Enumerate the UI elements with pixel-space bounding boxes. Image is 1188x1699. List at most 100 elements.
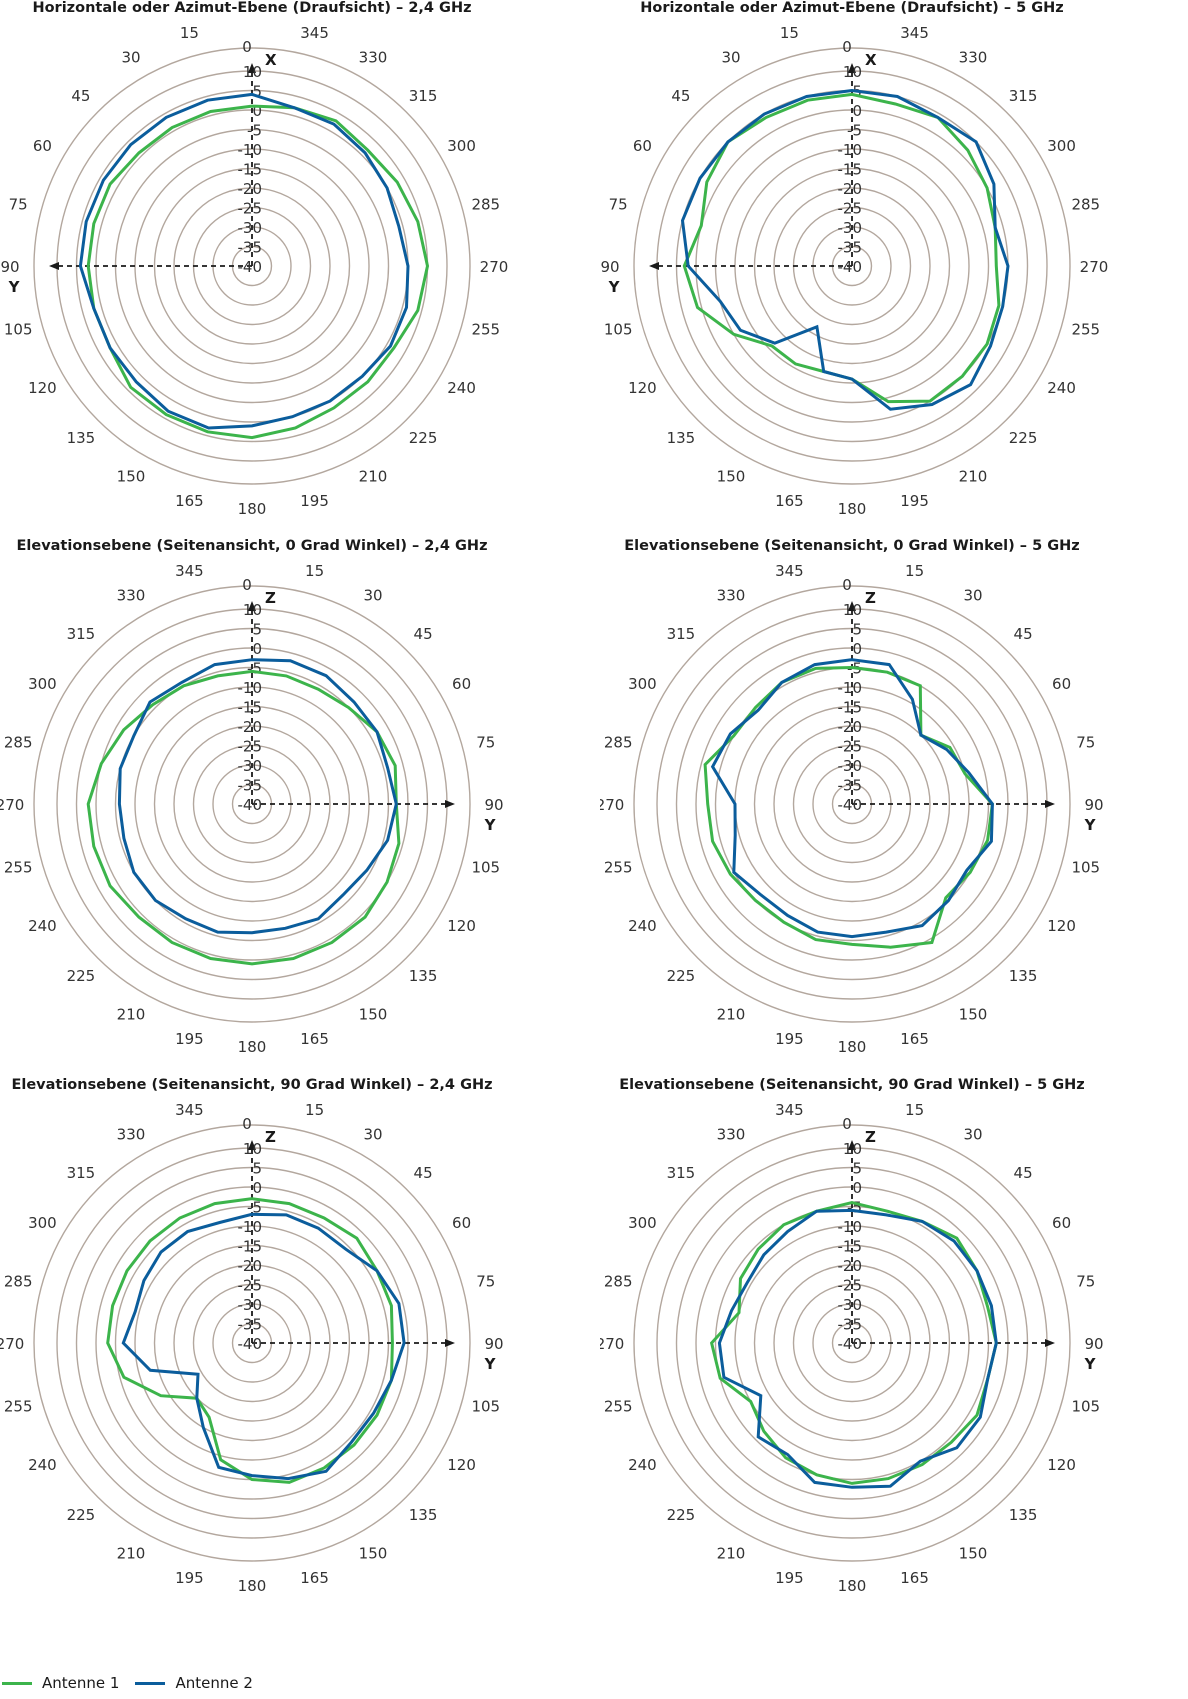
radial-tick-label: 10 [243,601,262,619]
radial-tick-label: -25 [238,1277,263,1295]
chart-title: Elevationsebene (Seitenansicht, 90 Grad … [619,1077,1085,1093]
axis-label-side: Y [484,1355,497,1373]
angle-label: 330 [717,586,746,604]
angle-label: 90 [484,796,503,814]
series-antenne-2 [78,92,410,430]
radial-tick-label: 0 [252,640,262,658]
angle-label: 105 [1071,1398,1100,1416]
angle-label: 195 [175,1569,204,1587]
chart-title: Elevationsebene (Seitenansicht, 0 Grad W… [16,538,488,554]
angle-label: 270 [600,796,624,814]
angle-label: 210 [959,468,988,486]
angle-label: 105 [1071,859,1100,877]
angle-label: 195 [775,1569,804,1587]
angle-label: 135 [1009,967,1038,985]
angle-label: 270 [600,1335,624,1353]
radial-tick-label: -5 [247,1199,262,1217]
angle-label: 240 [28,917,57,935]
angle-label: 315 [1009,87,1038,105]
angle-label: 60 [33,137,52,155]
angle-label: 345 [900,24,929,42]
angle-label: 15 [780,24,799,42]
angle-label: 300 [628,1214,657,1232]
angle-label: 225 [67,967,96,985]
angle-label: 165 [900,1569,929,1587]
radial-tick-label: 5 [252,83,262,101]
radial-tick-label: 5 [852,621,862,639]
radial-tick-label: -15 [838,699,863,717]
angle-label: 210 [717,1006,746,1024]
angle-label: 105 [604,321,633,339]
axis-label-side: Y [608,278,621,296]
grid-ring [773,725,931,883]
radial-tick-label: -35 [238,777,263,795]
angle-label: 345 [175,562,204,580]
angle-label: 0 [242,576,252,594]
angle-label: 300 [28,675,57,693]
angle-label: 285 [4,733,33,751]
angle-label: 15 [305,562,324,580]
angle-label: 30 [363,586,382,604]
polar-chart: ZY1050-5-10-15-20-25-30-35-4001530456075… [0,562,504,1056]
axis-label-side: Y [484,816,497,834]
angle-label: 225 [1009,429,1038,447]
angle-label: 225 [67,1506,96,1524]
angle-label: 45 [671,87,690,105]
angle-label: 165 [175,492,204,510]
angle-label: 240 [628,1456,657,1474]
axis-up-arrow [848,63,856,73]
radial-tick-label: -30 [238,1296,263,1314]
angle-label: 150 [359,1545,388,1563]
angle-label: 345 [175,1101,204,1119]
angle-label: 120 [628,379,657,397]
axis-up-arrow [248,1140,256,1150]
angle-label: 345 [775,562,804,580]
angle-label: 315 [667,1164,696,1182]
radial-tick-label: -40 [838,1335,863,1353]
radial-tick-label: -30 [838,219,863,237]
angle-label: 210 [717,1545,746,1563]
polar-chart: X Y 105 0 -5-10 -15-20 -25-30 -35-40 0 15 30 45 60 75… [600,24,1108,518]
radial-tick-label: -20 [238,718,263,736]
angle-label: 285 [1071,195,1100,213]
angle-label: 150 [959,1006,988,1024]
angle-label: 240 [628,917,657,935]
angle-label: 105 [471,1398,500,1416]
angle-label: 345 [775,1101,804,1119]
angle-label: 210 [359,468,388,486]
polar-chart-panel: Elevationsebene (Seitenansicht, 90 Grad … [600,1077,1188,1637]
axis-up-arrow [248,63,256,73]
axis-label-side: Y [1084,1355,1097,1373]
angle-label: 60 [452,1214,471,1232]
polar-chart-panel: Horizontale oder Azimut-Ebene (Draufsich… [600,0,1188,560]
angle-label: 15 [905,562,924,580]
angle-label: 210 [117,1006,146,1024]
radial-tick-label: -10 [838,1218,863,1236]
grid-ring-outer [33,585,471,1023]
angle-label: 285 [4,1272,33,1290]
angle-label: 60 [633,137,652,155]
angle-label: 45 [414,625,433,643]
angle-label: 300 [1047,137,1076,155]
radial-tick-label: -40 [238,258,263,276]
radial-tick-label: -15 [238,699,263,717]
radial-tick-label: -5 [847,122,862,140]
angle-label: 15 [905,1101,924,1119]
angle-label: 300 [447,137,476,155]
radial-tick-label: -35 [238,1316,263,1334]
angle-label: 135 [667,429,696,447]
radial-tick-label: 10 [843,63,862,81]
angle-label: 270 [0,796,24,814]
radial-tick-label: -15 [838,1238,863,1256]
radial-tick-label: -40 [838,796,863,814]
angle-label: 270 [480,258,509,276]
grid-ring [153,1244,351,1442]
angle-label: 105 [471,859,500,877]
radial-tick-label: 10 [843,601,862,619]
axis-label-up: X [865,51,877,69]
angle-label: 120 [447,917,476,935]
polar-chart-panel: Horizontale oder Azimut-Ebene (Draufsich… [0,0,594,560]
angle-label: 180 [838,1038,867,1056]
radial-tick-label: -30 [838,1296,863,1314]
angle-label: 30 [963,586,982,604]
